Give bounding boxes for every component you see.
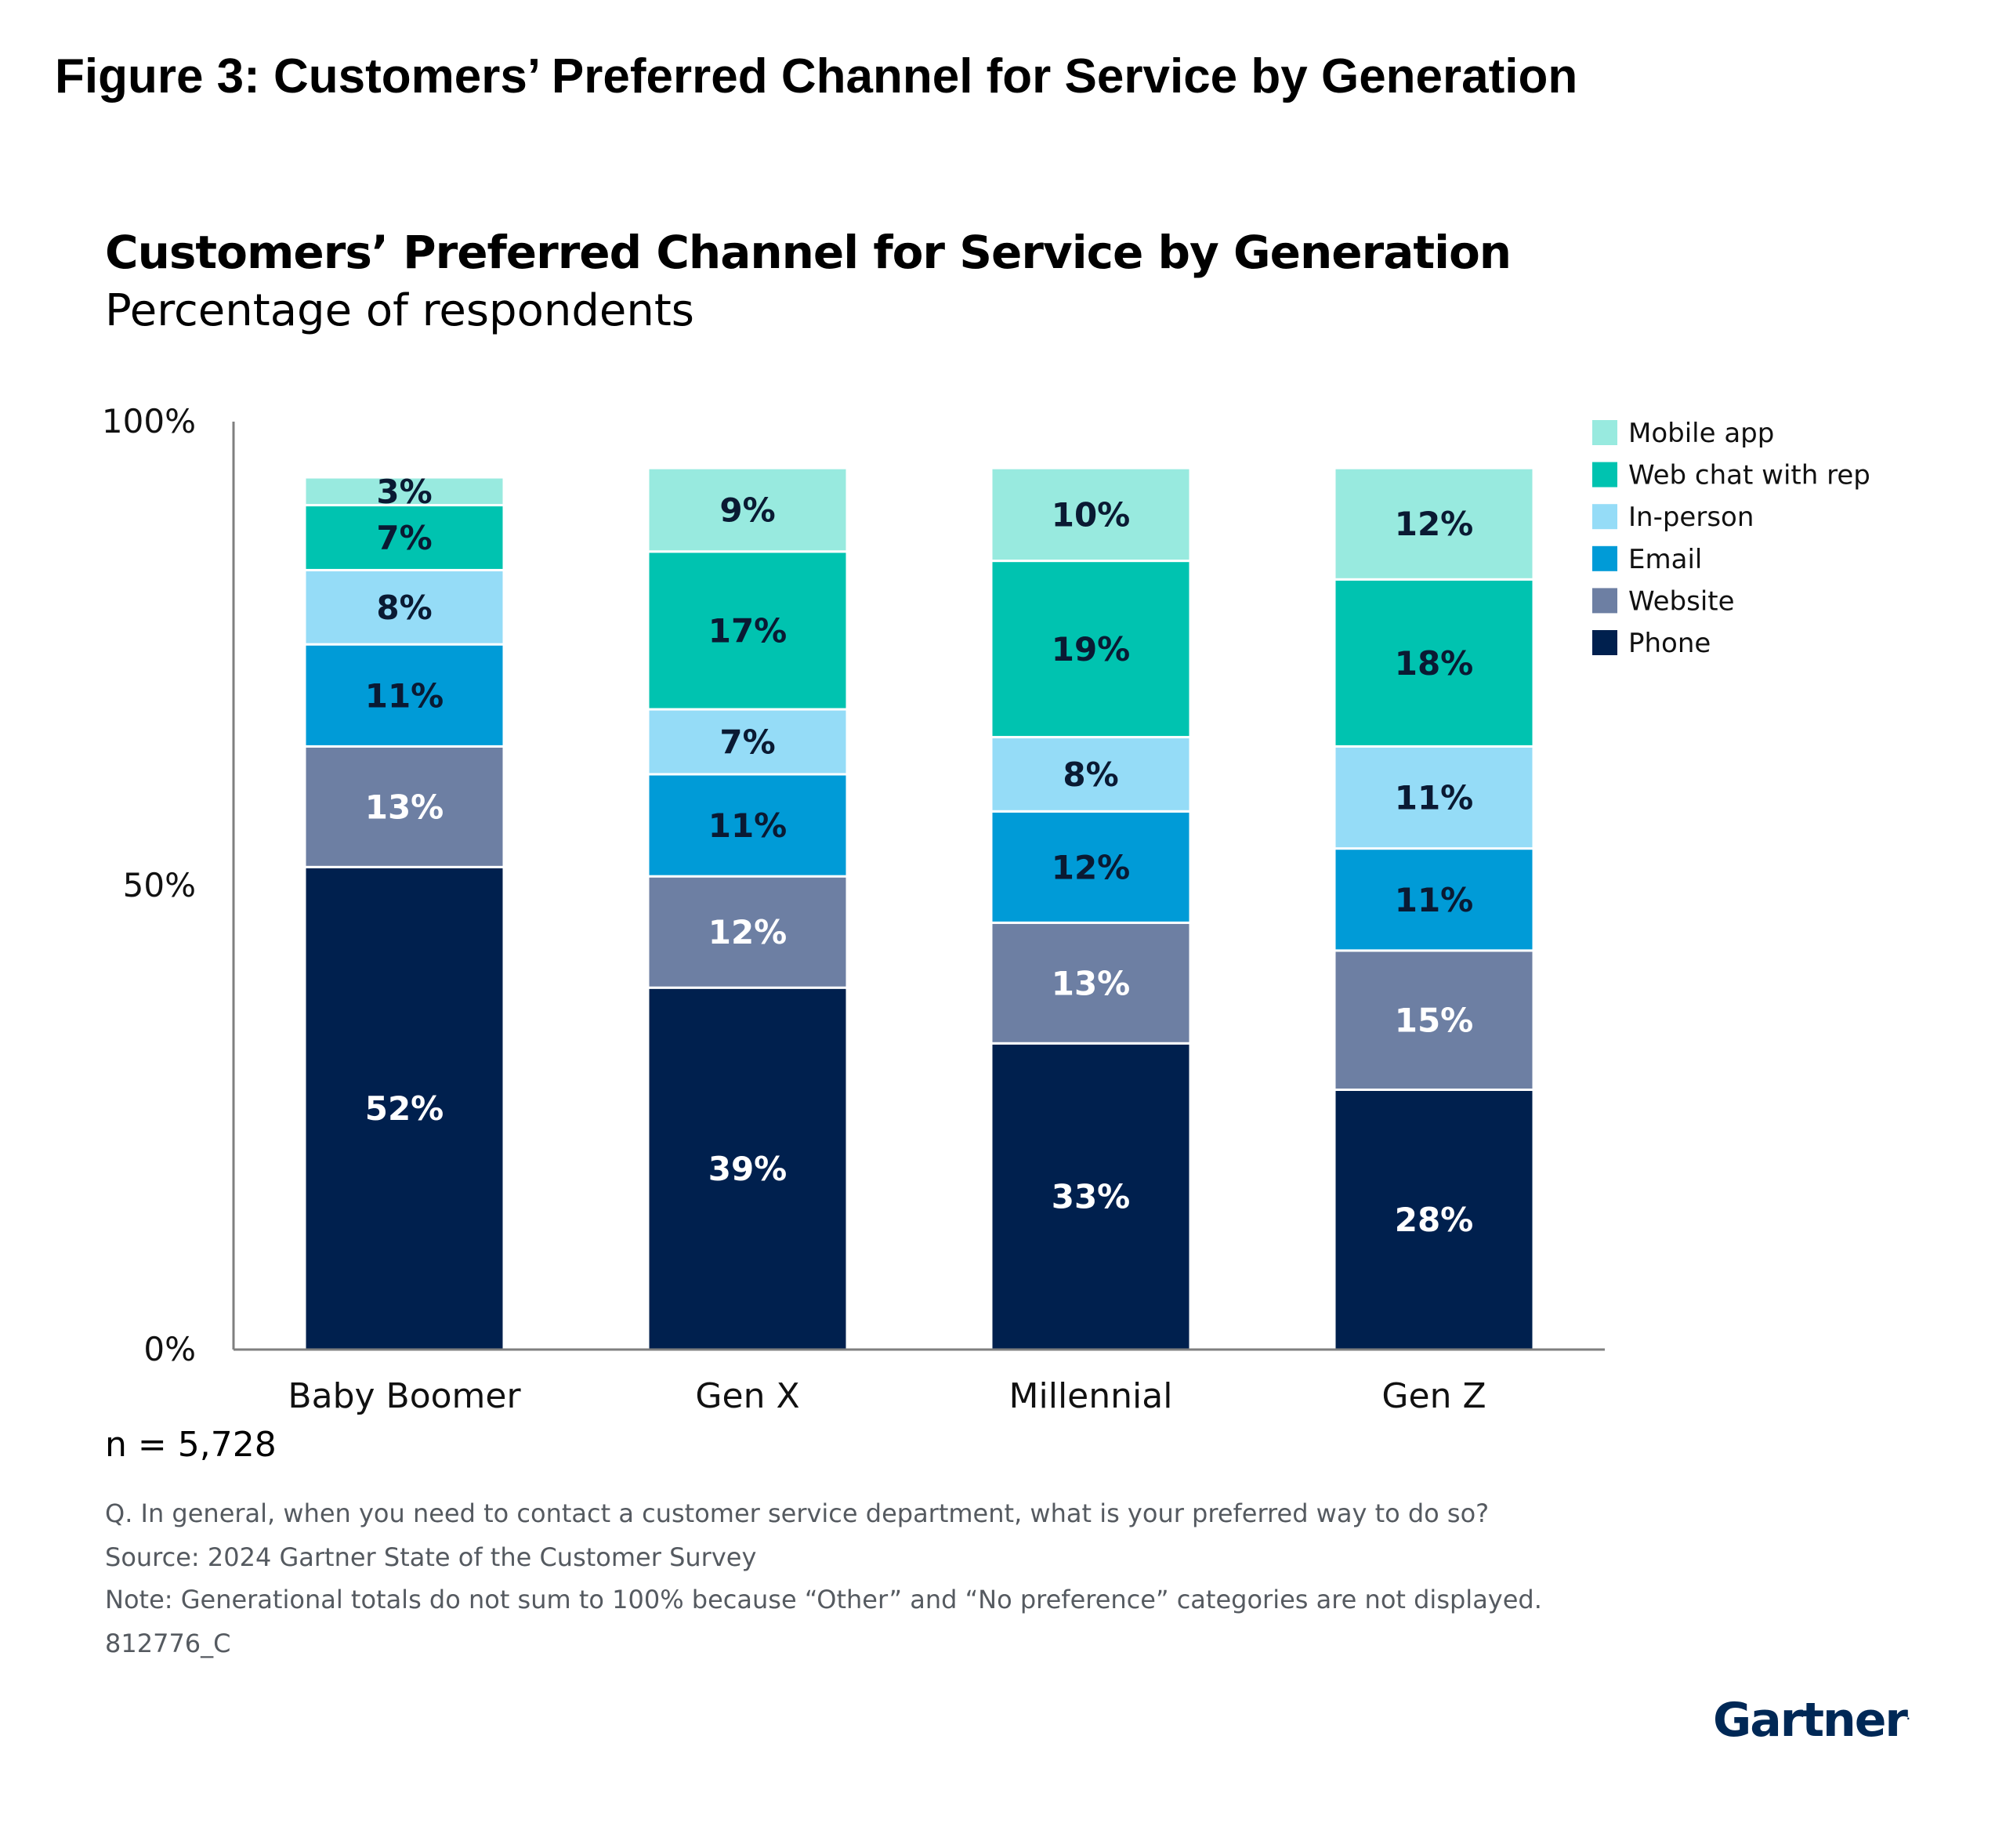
data-label-baby-boomer-phone: 52% [365,1089,444,1128]
legend-swatch-phone [1592,630,1617,655]
x-tick-label-gen-x: Gen X [695,1376,799,1416]
data-label-baby-boomer-mobile-app: 3% [376,473,432,511]
data-label-millennial-website: 13% [1052,964,1131,1002]
y-tick-label-50: 50% [123,866,196,904]
y-tick-label-0: 0% [143,1330,196,1368]
data-label-baby-boomer-web-chat-with-rep: 7% [376,519,432,557]
bar-segment-millennial-web-chat-with-rep [990,560,1192,739]
data-label-gen-z-web-chat-with-rep: 18% [1395,644,1474,683]
data-label-millennial-web-chat-with-rep: 19% [1052,630,1131,669]
legend-label-email: Email [1628,544,1702,575]
x-tick-label-baby-boomer: Baby Boomer [288,1376,521,1416]
figure-id: 812776_C [105,1629,231,1658]
legend-swatch-website [1592,588,1617,614]
legend-label-mobile-app: Mobile app [1628,418,1774,449]
source-note: Source: 2024 Gartner State of the Custom… [105,1542,757,1572]
legend-swatch-web-chat-with-rep [1592,462,1617,487]
bar-segment-gen-z-web-chat-with-rep [1333,578,1535,748]
bar-segment-gen-z-website [1333,949,1535,1091]
x-tick-label-millennial: Millennial [1009,1376,1173,1416]
bar-segment-millennial-website [990,921,1192,1045]
bar-segment-baby-boomer-email [303,643,505,748]
bar-segment-millennial-email [990,810,1192,924]
data-label-millennial-mobile-app: 10% [1052,495,1131,534]
data-label-gen-x-phone: 39% [708,1150,788,1188]
bar-segment-millennial-phone [990,1042,1192,1351]
bar-segment-baby-boomer-web-chat-with-rep [303,504,505,571]
data-label-gen-z-mobile-app: 12% [1395,505,1474,543]
data-label-millennial-in-person: 8% [1063,756,1118,794]
survey-question: Q. In general, when you need to contact … [105,1498,1490,1528]
data-label-gen-z-website: 15% [1395,1002,1474,1040]
bar-segment-baby-boomer-in-person [303,568,505,646]
bar-segment-gen-z-phone [1333,1088,1535,1351]
y-tick-label-100: 100% [102,402,196,440]
legend-swatch-mobile-app [1592,420,1617,445]
bar-segment-gen-x-web-chat-with-rep [646,550,849,711]
gartner-logo: Gartner. [1713,1693,1910,1748]
chart-title: Customers’ Preferred Channel for Service… [105,226,1512,279]
data-label-baby-boomer-in-person: 8% [376,589,432,627]
legend-label-web-chat-with-rep: Web chat with rep [1628,460,1870,491]
sample-size: n = 5,728 [105,1425,277,1465]
bar-segment-baby-boomer-phone [303,865,505,1351]
bar-segment-gen-x-mobile-app [646,466,849,553]
data-label-gen-z-phone: 28% [1395,1201,1474,1239]
data-label-millennial-phone: 33% [1052,1178,1131,1216]
chart-subtitle: Percentage of respondents [105,285,694,336]
legend-label-phone: Phone [1628,628,1711,659]
bar-segment-gen-x-in-person [646,708,849,776]
footnote: Note: Generational totals do not sum to … [105,1585,1542,1614]
legend-swatch-in-person [1592,504,1617,530]
bar-segment-baby-boomer-mobile-app [303,476,505,507]
data-label-baby-boomer-website: 13% [365,788,444,826]
data-label-gen-x-website: 12% [708,913,788,951]
data-label-gen-x-web-chat-with-rep: 17% [708,611,788,650]
x-tick-label-gen-z: Gen Z [1381,1376,1486,1416]
data-label-gen-x-mobile-app: 9% [719,491,775,529]
bar-segment-millennial-in-person [990,736,1192,813]
bar-segment-gen-x-website [646,875,849,989]
bar-segment-millennial-mobile-app [990,466,1192,563]
legend-label-in-person: In-person [1628,502,1754,533]
legend-label-website: Website [1628,585,1735,617]
data-label-gen-x-email: 11% [708,806,788,845]
bar-segment-gen-z-mobile-app [1333,466,1535,581]
data-label-baby-boomer-email: 11% [365,676,444,715]
data-label-gen-z-in-person: 11% [1395,779,1474,817]
bar-segment-gen-z-in-person [1333,745,1535,850]
logo-mark: . [1906,1711,1910,1722]
figure-title: Figure 3: Customers’ Preferred Channel f… [55,49,1578,103]
logo-text: Gartner [1713,1693,1908,1748]
legend-swatch-email [1592,545,1617,571]
data-label-gen-x-in-person: 7% [719,723,775,761]
data-label-gen-z-email: 11% [1395,881,1474,919]
data-label-millennial-email: 12% [1052,848,1131,886]
